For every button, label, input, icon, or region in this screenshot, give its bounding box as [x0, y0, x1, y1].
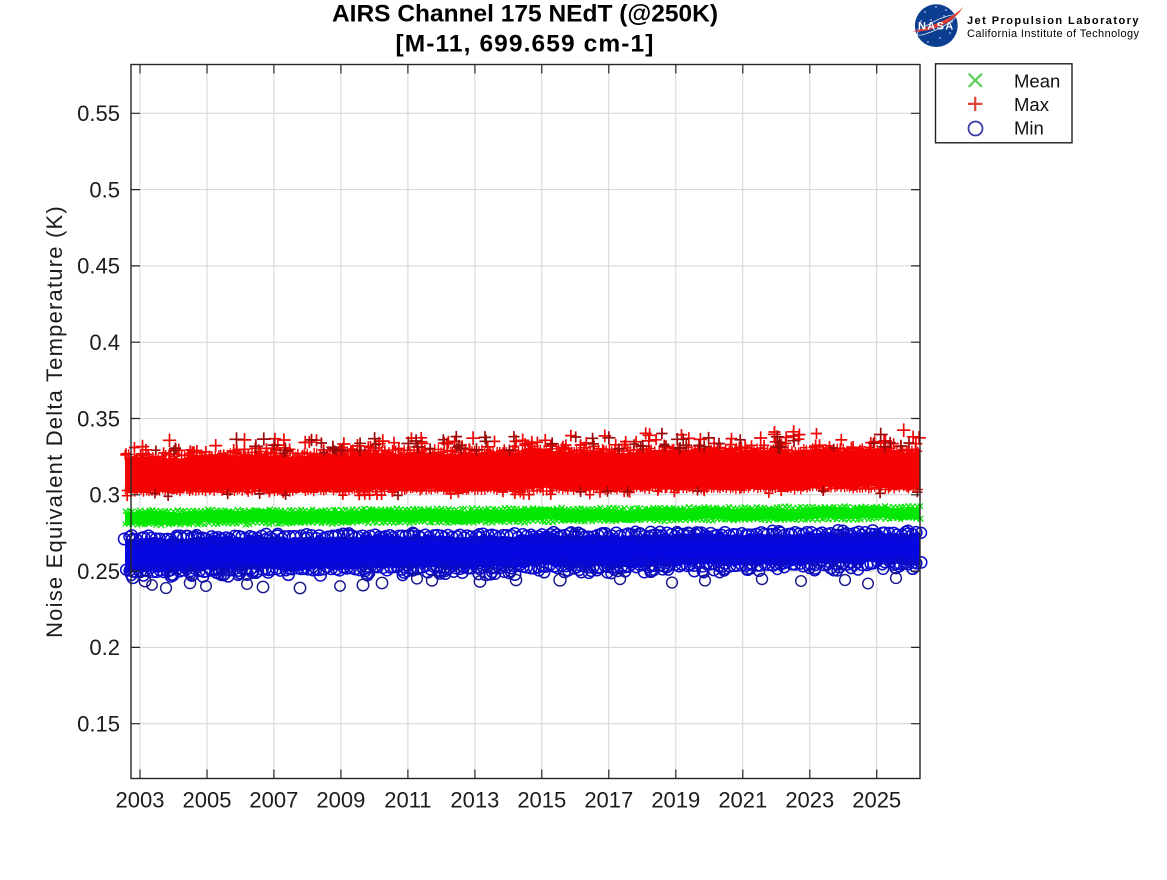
- svg-text:[M-11, 699.659 cm-1]: [M-11, 699.659 cm-1]: [396, 31, 655, 58]
- svg-text:2025: 2025: [852, 788, 901, 813]
- svg-text:0.5: 0.5: [89, 177, 120, 202]
- svg-text:0.35: 0.35: [77, 406, 120, 431]
- svg-text:2009: 2009: [316, 788, 365, 813]
- svg-text:0.15: 0.15: [77, 712, 120, 737]
- svg-text:2017: 2017: [584, 788, 633, 813]
- svg-text:NASA: NASA: [918, 21, 955, 33]
- svg-text:Jet Propulsion Laboratory: Jet Propulsion Laboratory: [967, 15, 1140, 27]
- svg-text:0.25: 0.25: [77, 559, 120, 584]
- svg-text:0.2: 0.2: [89, 635, 120, 660]
- svg-text:2011: 2011: [384, 788, 431, 813]
- svg-text:2003: 2003: [116, 788, 165, 813]
- svg-text:2015: 2015: [517, 788, 566, 813]
- svg-text:2021: 2021: [718, 788, 767, 813]
- svg-text:Mean: Mean: [1014, 70, 1060, 91]
- svg-text:2023: 2023: [785, 788, 834, 813]
- svg-text:2005: 2005: [183, 788, 232, 813]
- svg-text:0.55: 0.55: [77, 101, 120, 126]
- svg-text:AIRS Channel 175 NEdT (@250K): AIRS Channel 175 NEdT (@250K): [332, 1, 718, 28]
- svg-text:2013: 2013: [450, 788, 499, 813]
- svg-text:Min: Min: [1014, 117, 1044, 138]
- svg-text:California Institute of Techno: California Institute of Technology: [967, 28, 1139, 40]
- svg-text:0.3: 0.3: [89, 483, 120, 508]
- svg-text:2019: 2019: [651, 788, 700, 813]
- svg-text:Noise Equivalent Delta Tempera: Noise Equivalent Delta Temperature (K): [42, 205, 67, 638]
- svg-text:2007: 2007: [249, 788, 298, 813]
- svg-text:0.4: 0.4: [89, 330, 120, 355]
- svg-text:0.45: 0.45: [77, 254, 120, 279]
- svg-text:Max: Max: [1014, 94, 1050, 115]
